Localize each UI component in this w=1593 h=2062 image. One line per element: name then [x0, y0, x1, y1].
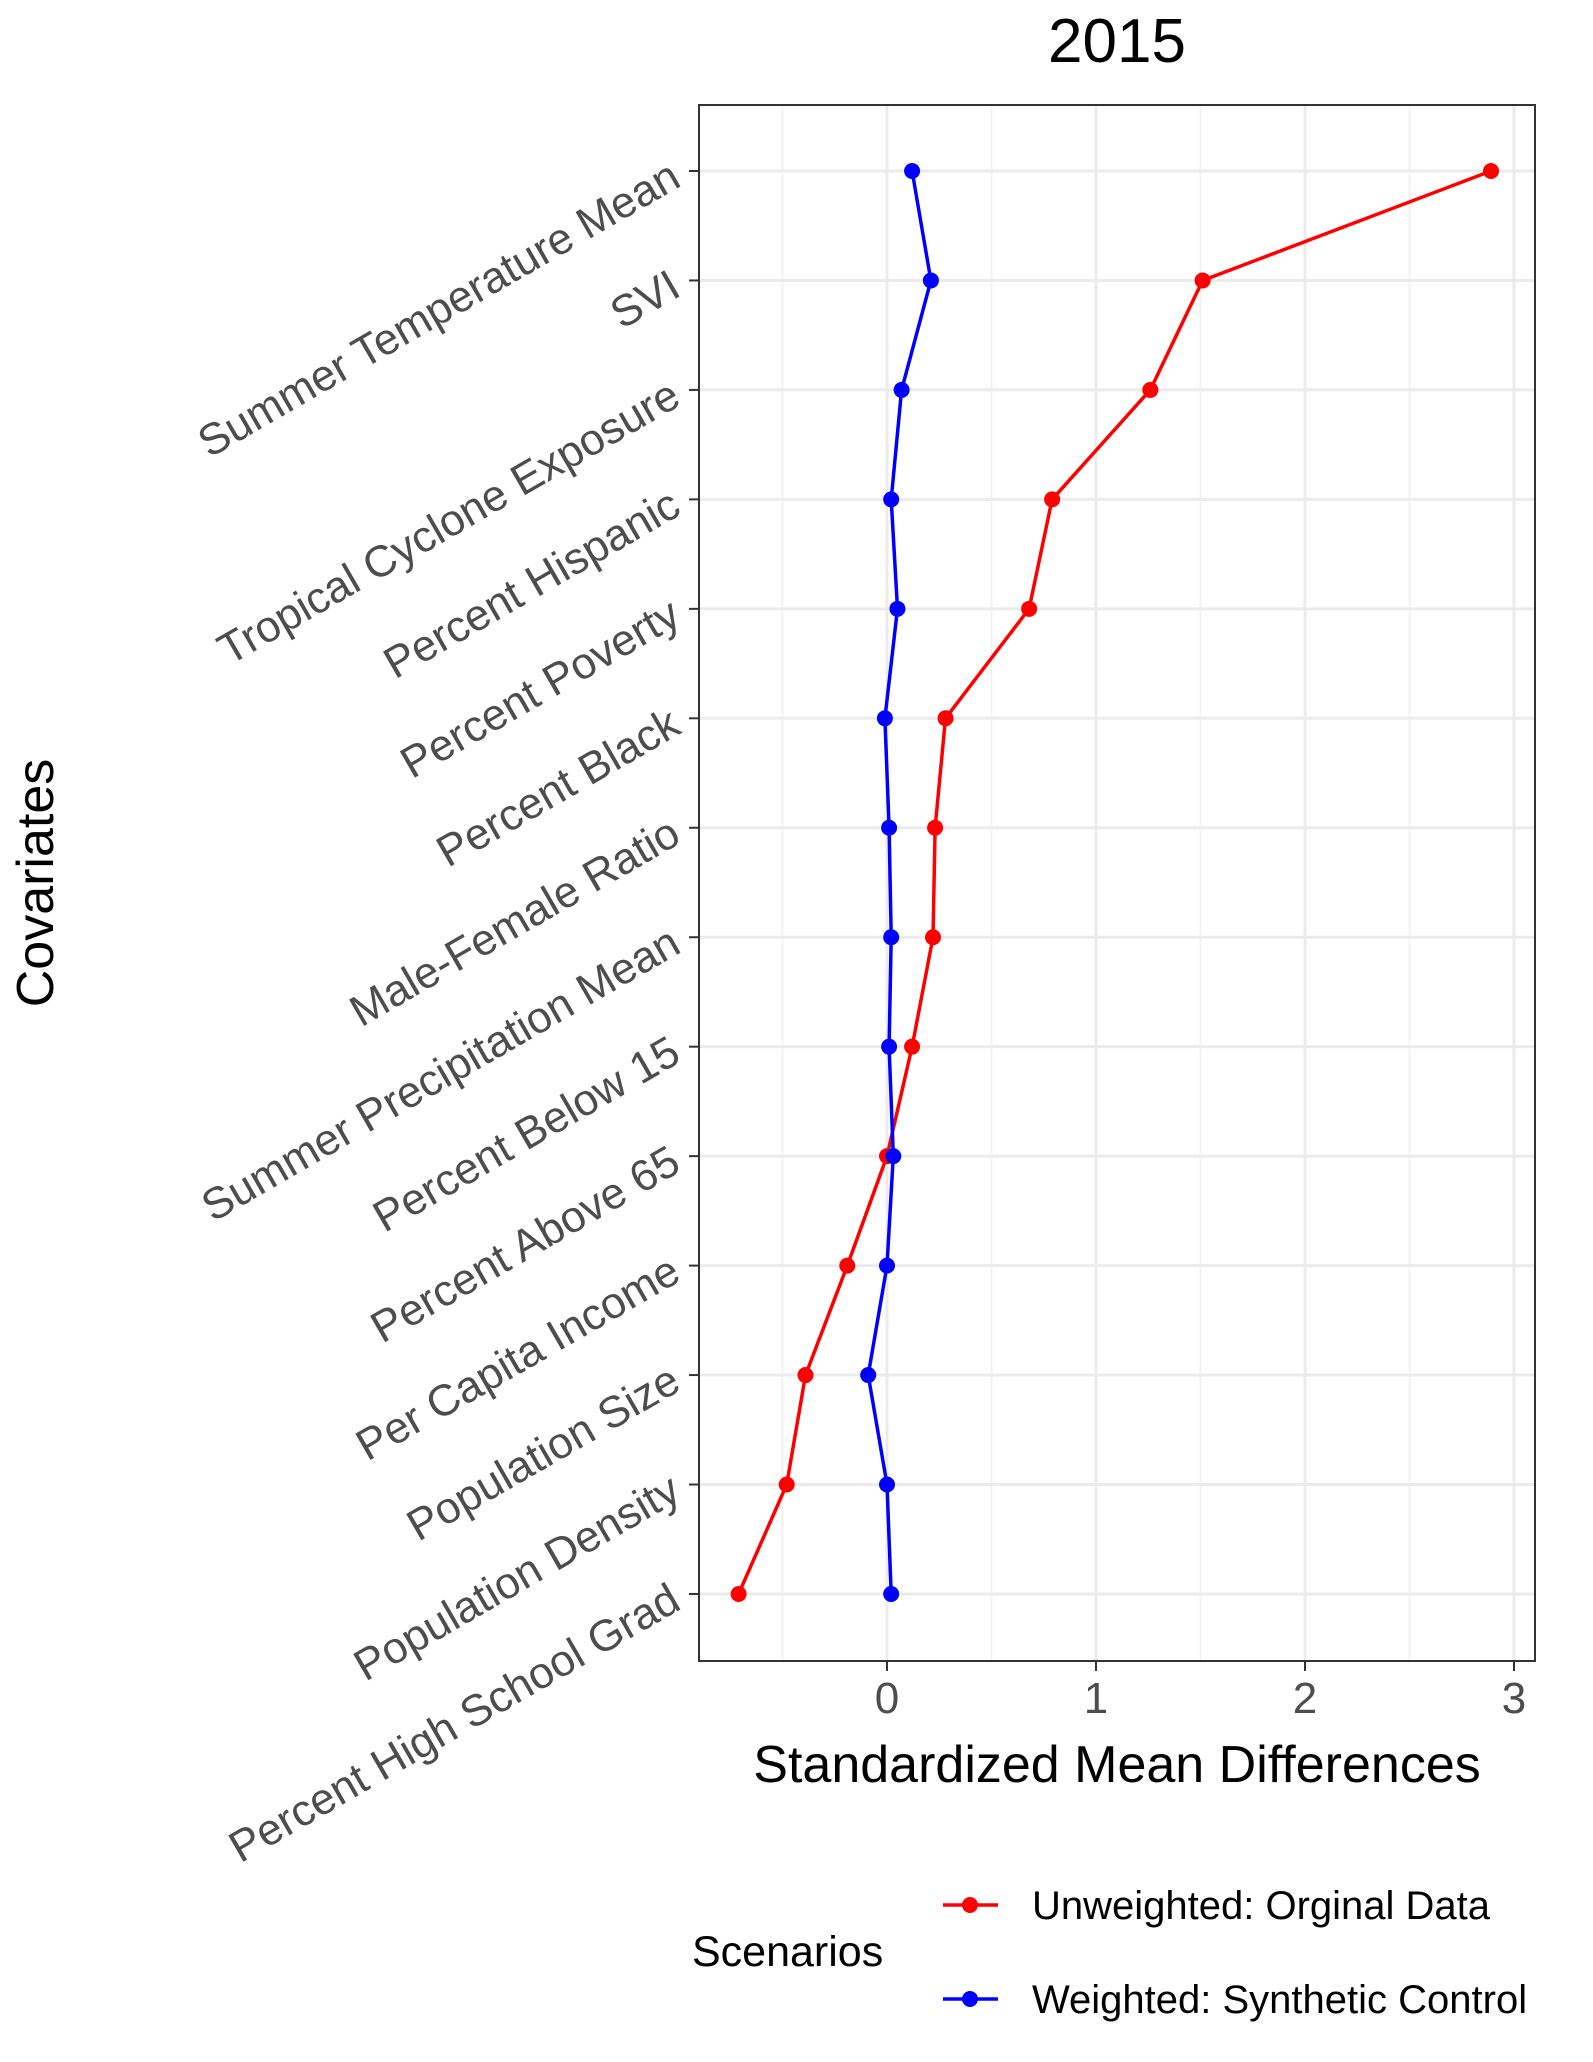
data-point: [893, 381, 910, 398]
x-tick-label: 0: [875, 1674, 899, 1723]
data-point: [778, 1476, 795, 1493]
data-point: [797, 1367, 814, 1384]
y-tick-label: Male-Female Ratio: [342, 808, 688, 1036]
data-point: [1194, 272, 1211, 289]
plot-border: [698, 104, 1536, 1662]
data-point: [937, 710, 954, 727]
x-tick-label: 3: [1502, 1674, 1526, 1723]
data-point: [881, 819, 898, 836]
data-point: [860, 1367, 877, 1384]
y-tick-label: Percent Below 15: [365, 1027, 688, 1242]
data-point: [883, 1585, 900, 1602]
data-point: [881, 1038, 898, 1055]
legend-marker: [962, 1991, 978, 2007]
gridlines: [699, 105, 1535, 1661]
data-point: [922, 272, 939, 289]
data-point: [889, 600, 906, 617]
data-point: [1142, 381, 1159, 398]
series-lines: [736, 169, 1492, 1595]
legend-marker: [962, 1897, 978, 1913]
data-point: [879, 1257, 895, 1274]
x-axis-label: Standardized Mean Differences: [753, 1736, 1480, 1794]
data-point: [1483, 163, 1500, 179]
y-tick-label: Per Capita Income: [348, 1246, 688, 1471]
data-point: [876, 710, 893, 727]
data-point: [883, 491, 900, 508]
series-points: [730, 163, 1500, 1602]
data-point: [883, 929, 900, 946]
x-tick-label: 1: [1084, 1674, 1108, 1723]
legend-label: Weighted: Synthetic Control: [1032, 1978, 1527, 2022]
data-point: [924, 929, 941, 946]
data-point: [1021, 600, 1038, 617]
data-point: [885, 1148, 902, 1165]
plot-background: [699, 105, 1535, 1661]
data-point: [904, 163, 921, 179]
y-tick-label: Percent Above 65: [363, 1136, 688, 1352]
data-point: [904, 1038, 921, 1055]
data-point: [839, 1257, 856, 1274]
y-tick-label: SVI: [602, 261, 688, 339]
legend-title: Scenarios: [692, 1928, 883, 1976]
y-tick-label: Population Density: [346, 1465, 688, 1691]
series-line: [866, 170, 933, 1595]
data-point: [927, 819, 944, 836]
data-point: [879, 1476, 895, 1493]
chart-title: 2015: [1048, 7, 1186, 76]
y-axis-label: Covariates: [7, 759, 65, 1008]
legend: Scenarios Unweighted: Orginal Data Weight…: [692, 1884, 1527, 2022]
data-point: [730, 1585, 747, 1602]
series-line: [736, 169, 1492, 1595]
x-tick-label: 2: [1293, 1674, 1317, 1723]
legend-label: Unweighted: Orginal Data: [1032, 1884, 1491, 1928]
x-axis: 0 1 2 3: [875, 1661, 1526, 1723]
data-point: [1044, 491, 1061, 508]
